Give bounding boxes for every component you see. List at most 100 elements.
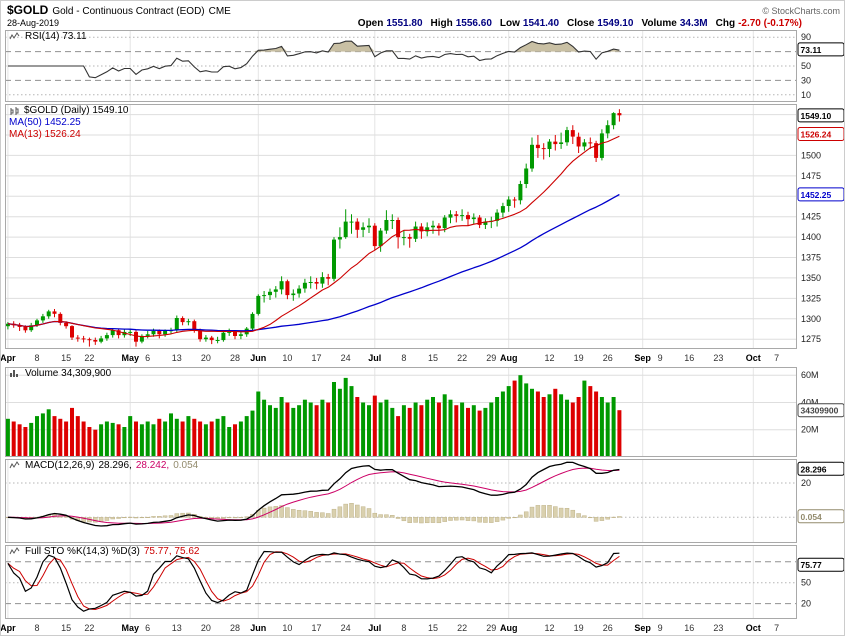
panel-border <box>5 459 797 543</box>
bar-chart-icon <box>10 370 18 377</box>
stochastic-plot: 80502075.77 <box>5 545 844 619</box>
x-axis-label: 26 <box>602 623 613 633</box>
y-axis-label: 20 <box>801 599 811 609</box>
panel-border <box>5 104 797 349</box>
y-axis-label: 1275 <box>801 334 821 344</box>
panel-border <box>5 30 797 102</box>
volume-plot: 60M 40M 20M 34309900 <box>5 367 844 457</box>
price-legend: $GOLD (Daily) 1549.10 MA(50) 1452.25 MA(… <box>9 105 129 141</box>
quote-high: High 1556.60 <box>430 18 492 29</box>
panel-border <box>5 545 797 619</box>
y-axis-label: 1350 <box>801 273 821 283</box>
quote-volume: Volume 34.3M <box>641 18 708 29</box>
x-axis-label: 17 <box>311 623 322 633</box>
x-axis-label: 17 <box>311 353 322 363</box>
macd-value: 28.296, <box>98 460 132 471</box>
x-axis-label: 13 <box>171 353 182 363</box>
x-axis-label: 15 <box>61 353 72 363</box>
volume-panel: 60M 40M 20M 34309900 Volume 34,309,900 <box>5 367 844 457</box>
y-axis-label: 20M <box>801 425 819 435</box>
sto-legend-label: Full STO %K(14,3) %D(3) <box>25 546 140 557</box>
quote-close: Close 1549.10 <box>567 18 634 29</box>
x-axis-label: 10 <box>282 353 293 363</box>
axis-badge-text: 1452.25 <box>801 190 832 200</box>
y-axis-label: 10 <box>801 90 811 100</box>
y-axis-label: 1475 <box>801 171 821 181</box>
quote-open: Open 1551.80 <box>357 18 423 29</box>
x-axis-label: Jun <box>250 623 267 633</box>
x-axis-label: 29 <box>486 353 497 363</box>
axis-badge <box>797 557 844 572</box>
x-axis-label: 8 <box>34 623 40 633</box>
x-axis-label: 20 <box>200 353 211 363</box>
x-axis-label: 24 <box>340 353 351 363</box>
x-axis-label: Jul <box>368 623 382 633</box>
axis-badge-text: 0.054 <box>801 512 823 522</box>
axis-badge-text: 73.11 <box>801 45 822 55</box>
x-axis-label: 24 <box>340 623 351 633</box>
line-chart-icon <box>9 461 20 469</box>
y-axis-label: 30 <box>801 75 811 85</box>
rsi-plot: 907050301073.11 <box>5 30 844 102</box>
quote-row: Open 1551.80 High 1556.60 Low 1541.40 Close 154… <box>358 18 802 29</box>
x-axis-label: 12 <box>544 623 555 633</box>
stochastic-d-line <box>7 551 620 611</box>
x-axis-label: Jun <box>250 353 267 363</box>
x-axis-bottom: Apr 8 15 22 May 6 13 20 28 Jun 10 17 24 Jul 8 15 22 29 Aug… <box>1 621 797 635</box>
axis-badge-text: 28.296 <box>801 464 827 474</box>
instrument-name: Gold - Continuous Contract (EOD) <box>52 6 205 17</box>
ma13-legend-label: MA(13) 1526.24 <box>9 129 81 140</box>
x-axis-label: 28 <box>230 353 241 363</box>
ma50-legend-label: MA(50) 1452.25 <box>9 117 81 128</box>
x-axis-label: 23 <box>713 623 724 633</box>
macd-signal-value: 28.242, <box>135 460 170 471</box>
axis-badge <box>797 108 844 123</box>
x-axis-label: 29 <box>486 623 497 633</box>
chart-header: $GOLD Gold - Continuous Contract (EOD) C… <box>1 1 844 30</box>
y-axis-label: 1400 <box>801 232 821 242</box>
macd-legend-label: MACD(12,26,9) <box>25 460 95 471</box>
stochastic-k-line <box>7 550 620 612</box>
x-axis-label: 22 <box>84 623 95 633</box>
x-axis-label: 15 <box>428 623 439 633</box>
axis-badge <box>797 42 844 57</box>
x-axis-label: 20 <box>200 623 211 633</box>
x-axis-label: 6 <box>145 353 151 363</box>
sto-values: 75.77, 75.62 <box>143 546 200 557</box>
x-axis-label: 9 <box>657 623 663 633</box>
x-axis-label: Aug <box>499 353 518 363</box>
rsi-overbought-fill <box>7 41 620 52</box>
x-axis-label: 28 <box>230 623 241 633</box>
x-axis-label: 15 <box>61 623 72 633</box>
axis-badge <box>797 403 844 418</box>
x-axis-label: 19 <box>573 623 584 633</box>
x-axis-label: May <box>121 623 139 633</box>
x-axis-label: Apr <box>0 623 16 633</box>
x-axis-label: 15 <box>428 353 439 363</box>
x-axis-label: 8 <box>401 623 407 633</box>
y-axis-label: 1300 <box>801 314 821 324</box>
y-axis-label: 90 <box>801 32 811 42</box>
macd-hist-value: 0.054 <box>173 460 199 471</box>
x-axis-label: 6 <box>145 623 151 633</box>
chart-date: 28-Aug-2019 <box>7 18 60 28</box>
axis-badge-text: 75.77 <box>801 560 823 570</box>
rsi-legend: RSI(14) 73.11 <box>9 31 87 42</box>
axis-badge-text: 34309900 <box>801 406 839 416</box>
x-axis-label: 9 <box>657 353 663 363</box>
x-axis-label: 8 <box>34 353 40 363</box>
y-axis-label: 1325 <box>801 293 821 303</box>
quote-chg: Chg -2.70 (-0.17%) <box>715 18 802 29</box>
macd-signal-line <box>7 467 620 524</box>
x-axis-label: Oct <box>745 353 761 363</box>
stochastic-legend: Full STO %K(14,3) %D(3) 75.77, 75.62 <box>9 546 199 557</box>
x-axis-label: 7 <box>774 623 780 633</box>
macd-line <box>7 461 620 527</box>
axis-badge <box>797 461 844 476</box>
price-candles <box>5 109 622 347</box>
y-axis-label: 20 <box>801 478 811 488</box>
candlestick-icon <box>10 106 19 115</box>
